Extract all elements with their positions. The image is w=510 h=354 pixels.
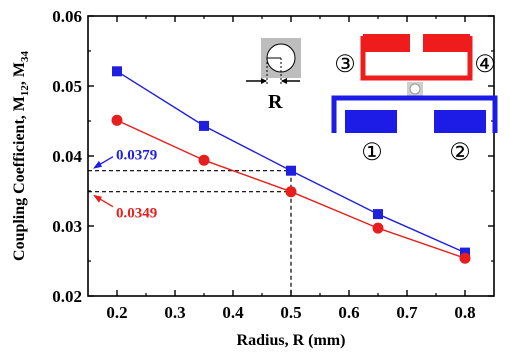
x-tick-label: 0.3 xyxy=(164,303,185,322)
series-2-point xyxy=(198,154,210,166)
resonator-inset: ③ ④ ① ② xyxy=(331,34,498,166)
annotation-arrowhead-1 xyxy=(93,160,102,169)
y-tick-label: 0.02 xyxy=(52,287,82,306)
annotation-label-2: 0.0349 xyxy=(116,206,157,222)
bottom-resonator-pad-right xyxy=(434,110,486,133)
radius-inset: R xyxy=(246,38,301,113)
top-resonator-pad-left xyxy=(363,34,410,52)
x-tick-label: 0.5 xyxy=(280,303,301,322)
series-2-point xyxy=(111,114,123,126)
radius-inset-arrowhead-left xyxy=(261,78,267,84)
series-2-point xyxy=(285,186,297,198)
series-1-point xyxy=(373,209,383,220)
annotation-label-1: 0.0379 xyxy=(116,148,157,164)
series-1-point xyxy=(286,165,296,176)
annotations: 0.0379 0.0349 xyxy=(93,148,157,222)
x-tick-labels: 0.2 0.3 0.4 0.5 0.6 0.7 0.8 xyxy=(106,303,475,322)
y-axis-title-sub2: 34 xyxy=(19,51,31,63)
x-tick-label: 0.7 xyxy=(396,303,418,322)
y-axis-title-sub1: 12 xyxy=(19,85,31,97)
bottom-resonator-frame xyxy=(331,95,498,133)
y-axis-title-main: Coupling Coefficient, M xyxy=(11,96,28,261)
port-2-label: ② xyxy=(449,140,471,166)
x-tick-label: 0.6 xyxy=(338,303,359,322)
x-axis-title: Radius, R (mm) xyxy=(237,332,346,349)
radius-inset-label: R xyxy=(268,91,283,113)
annotation-arrowhead-2 xyxy=(93,194,102,203)
port-4-label: ④ xyxy=(474,52,496,78)
x-tick-label: 0.8 xyxy=(454,303,475,322)
bottom-resonator-pad-left xyxy=(345,110,397,133)
y-axis-title-sep: , M xyxy=(11,62,28,85)
x-tick-label: 0.4 xyxy=(222,303,244,322)
series-2-point xyxy=(372,222,384,234)
x-tick-label: 0.2 xyxy=(106,303,127,322)
coupling-hole xyxy=(409,83,421,95)
y-tick-label: 0.04 xyxy=(52,147,82,166)
port-3-label: ③ xyxy=(334,52,356,78)
top-resonator-frame xyxy=(360,36,473,81)
port-1-label: ① xyxy=(361,140,383,166)
series-markers xyxy=(111,66,471,264)
series-1-point xyxy=(112,66,122,77)
series-2-point xyxy=(459,252,471,264)
y-tick-labels: 0.02 0.03 0.04 0.05 0.06 xyxy=(52,7,82,306)
y-axis-title: Coupling Coefficient, M12, M34 xyxy=(11,51,31,261)
series-1-point xyxy=(460,247,470,258)
y-tick-label: 0.05 xyxy=(52,77,82,96)
y-tick-label: 0.03 xyxy=(52,217,82,236)
y-tick-label: 0.06 xyxy=(52,7,82,26)
series-1-point xyxy=(199,120,209,131)
radius-inset-arrowhead-right xyxy=(281,78,287,84)
guide-lines xyxy=(88,170,292,296)
top-resonator-pad-right xyxy=(423,34,470,52)
